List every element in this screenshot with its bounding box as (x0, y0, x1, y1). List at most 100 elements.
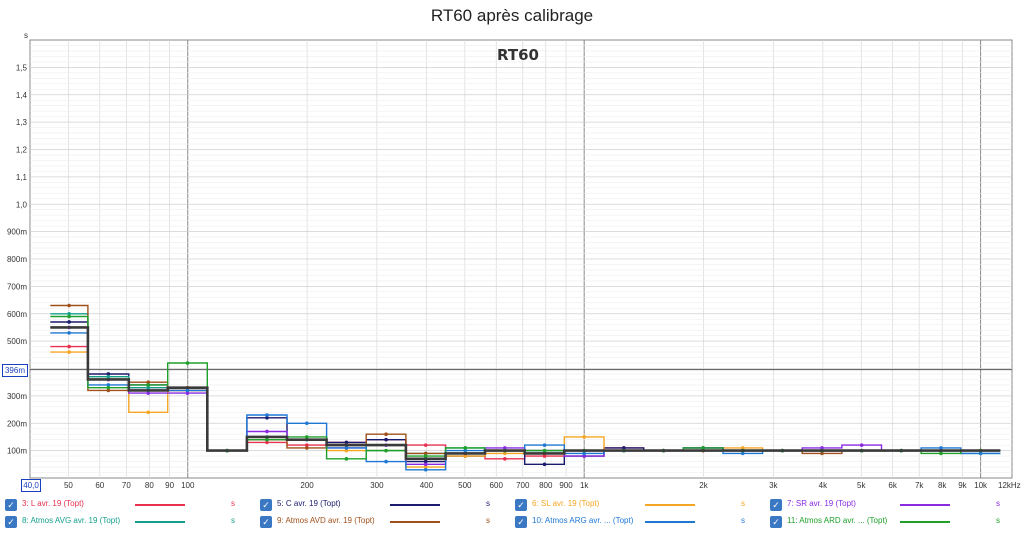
legend-swatch (900, 521, 950, 523)
x-tick-label: 50 (64, 481, 73, 490)
series-point (701, 446, 705, 450)
series-point (503, 451, 507, 456)
series-point (185, 388, 190, 393)
series-point (67, 331, 71, 335)
series-point (67, 344, 71, 349)
series-point (820, 451, 824, 456)
series-point (305, 435, 309, 439)
series-point (463, 448, 468, 453)
x-tick-label: 3k (769, 481, 778, 490)
y-tick-label: 700m (7, 282, 27, 291)
series-point (146, 383, 151, 387)
series-point (67, 350, 71, 354)
x-tick-label: 5k (857, 481, 866, 490)
y-tick-label: 900m (7, 228, 27, 237)
series-point (305, 421, 309, 426)
legend-checkbox[interactable]: ✓ (260, 499, 272, 511)
legend-checkbox[interactable]: ✓ (515, 499, 527, 511)
x-tick-label: 200 (300, 481, 314, 490)
series-point (106, 388, 111, 393)
legend-label: 10: Atmos ARG avr. ... (Topt) (532, 516, 634, 525)
series-point (582, 451, 586, 456)
x-tick-label: 800 (539, 481, 553, 490)
series-point (820, 446, 824, 450)
legend-checkbox[interactable]: ✓ (515, 516, 527, 528)
legend-swatch (390, 521, 440, 523)
series-point (384, 459, 388, 464)
y-tick-label: 1,4 (16, 91, 28, 100)
legend-label: 7: SR avr. 19 (Topt) (787, 499, 856, 508)
series-point (423, 462, 428, 467)
y-unit-label: s (24, 31, 28, 40)
series-point (344, 457, 349, 461)
cursor-readout[interactable]: 396m (2, 364, 28, 377)
series-point (146, 391, 151, 395)
legend-label: 11: Atmos ARD avr. ... (Topt) (787, 516, 888, 525)
y-tick-label: 300m (7, 392, 27, 401)
y-tick-label: 1,0 (16, 200, 28, 209)
series-point (384, 437, 388, 442)
chart-title: RT60 après calibrage (430, 6, 594, 25)
series-point (67, 320, 71, 324)
legend-checkbox[interactable]: ✓ (770, 516, 782, 528)
x-tick-label: 400 (420, 481, 434, 490)
legend-item[interactable]: ✓ 3: L avr. 19 (Topt) s (5, 497, 255, 513)
legend-unit: s (741, 499, 745, 508)
series-point (265, 415, 269, 420)
x-tick-label: 900 (559, 481, 573, 490)
y-tick-label: 200m (7, 419, 27, 428)
y-tick-label: 1,5 (16, 63, 28, 72)
series-point (106, 383, 111, 387)
series-point (423, 454, 428, 458)
legend-checkbox[interactable]: ✓ (260, 516, 272, 528)
axes: 100m200m300m400m500m600m700m800m900m1,01… (7, 63, 988, 490)
y-tick-label: 100m (7, 447, 27, 456)
legend-item[interactable]: ✓ 5: C avr. 19 (Topt) s (260, 497, 510, 513)
legend-unit: s (741, 516, 745, 525)
legend-checkbox[interactable]: ✓ (770, 499, 782, 511)
x-tick-label: 4k (819, 481, 828, 490)
legend-item[interactable]: ✓ 6: SL avr. 19 (Topt) s (515, 497, 765, 513)
legend-unit: s (231, 516, 235, 525)
series-point (503, 457, 507, 461)
x-min-input[interactable]: 40,0 (21, 479, 41, 492)
legend-item[interactable]: ✓ 7: SR avr. 19 (Topt) s (770, 497, 1020, 513)
x-tick-label: 300 (370, 481, 384, 490)
series-point (265, 429, 269, 434)
x-tick-label: 100 (181, 481, 195, 490)
series-point (185, 361, 190, 365)
legend-checkbox[interactable]: ✓ (5, 516, 17, 528)
legend-item[interactable]: ✓ 11: Atmos ARD avr. ... (Topt) s (770, 514, 1020, 530)
series-point (542, 443, 547, 447)
series-point (344, 440, 349, 445)
legend-item[interactable]: ✓ 8: Atmos AVG avr. 19 (Topt) s (5, 514, 255, 530)
series-point (305, 446, 309, 450)
legend-item[interactable]: ✓ 9: Atmos AVD avr. 19 (Topt) s (260, 514, 510, 530)
rt60-chart[interactable]: 100m200m300m400m500m600m700m800m900m1,01… (0, 0, 1024, 497)
series-point (582, 454, 586, 458)
series-point (542, 462, 547, 467)
series-point (622, 446, 626, 450)
series-point (265, 440, 269, 445)
series-point (463, 454, 468, 458)
series-point (740, 446, 745, 450)
series-point (67, 303, 71, 308)
legend-unit: s (486, 499, 490, 508)
series-point (67, 314, 71, 319)
series-point (185, 391, 190, 395)
series-point (542, 448, 547, 453)
x-tick-label: 600 (490, 481, 504, 490)
legend-item[interactable]: ✓ 10: Atmos ARG avr. ... (Topt) s (515, 514, 765, 530)
series-point (106, 385, 111, 390)
series-point (146, 410, 151, 415)
series-point (503, 446, 507, 450)
legend-unit: s (996, 516, 1000, 525)
legend-checkbox[interactable]: ✓ (5, 499, 17, 511)
x-tick-label: 7k (915, 481, 924, 490)
y-tick-label: 500m (7, 337, 27, 346)
y-tick-label: 800m (7, 255, 27, 264)
legend-swatch (390, 504, 440, 506)
series-point (344, 448, 349, 453)
series-point (423, 465, 428, 469)
x-tick-label: 2k (699, 481, 708, 490)
